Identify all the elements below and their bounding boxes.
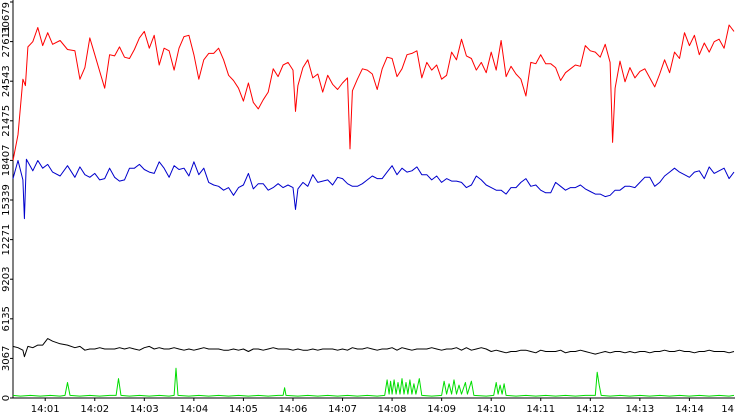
x-tick-label: 14:01 [31,404,60,415]
series-line-2 [12,158,735,220]
y-tick-label: 24543 [1,65,12,97]
x-tick-label: 14 [721,404,734,415]
x-tick-label: 14:14 [675,404,704,415]
x-tick-label: 14:11 [526,404,555,415]
y-tick-label: 0 [1,395,12,401]
series-layer [12,24,735,397]
y-tick-label: 27611 [1,26,12,58]
x-tick-label: 14:08 [378,404,407,415]
x-tick-label: 14:07 [328,404,357,415]
series-line-1 [12,24,735,161]
x-tick-label: 14:10 [477,404,506,415]
y-tick-label: 15339 [1,184,12,216]
y-tick-label: 12271 [1,224,12,256]
y-tick-label: 30679 [1,2,12,34]
x-tick-label: 14:12 [576,404,605,415]
series-line-3 [12,338,735,358]
series-line-4 [12,367,735,397]
x-tick-label: 14:06 [279,404,308,415]
x-tick-label: 14:13 [625,404,654,415]
y-tick-label: 6135 [1,306,12,331]
y-ticks-layer: 0 3067 6135 9203 12271 15339 18407 21475 24543 27… [1,1,13,401]
y-tick-label: 9203 [1,266,12,291]
y-tick-label: 18407 [1,144,12,176]
y-tick-label: 3067 [1,346,12,371]
y-tick-label: 21475 [1,105,12,137]
x-tick-label: 14:09 [427,404,456,415]
x-tick-label: 14:05 [229,404,258,415]
x-tick-label: 14:03 [130,404,159,415]
x-tick-label: 14:02 [80,404,109,415]
x-ticks-layer: 14:01 14:02 14:03 14:04 14:05 14:06 14:07 14:08… [31,398,734,415]
x-tick-label: 14:04 [179,404,208,415]
